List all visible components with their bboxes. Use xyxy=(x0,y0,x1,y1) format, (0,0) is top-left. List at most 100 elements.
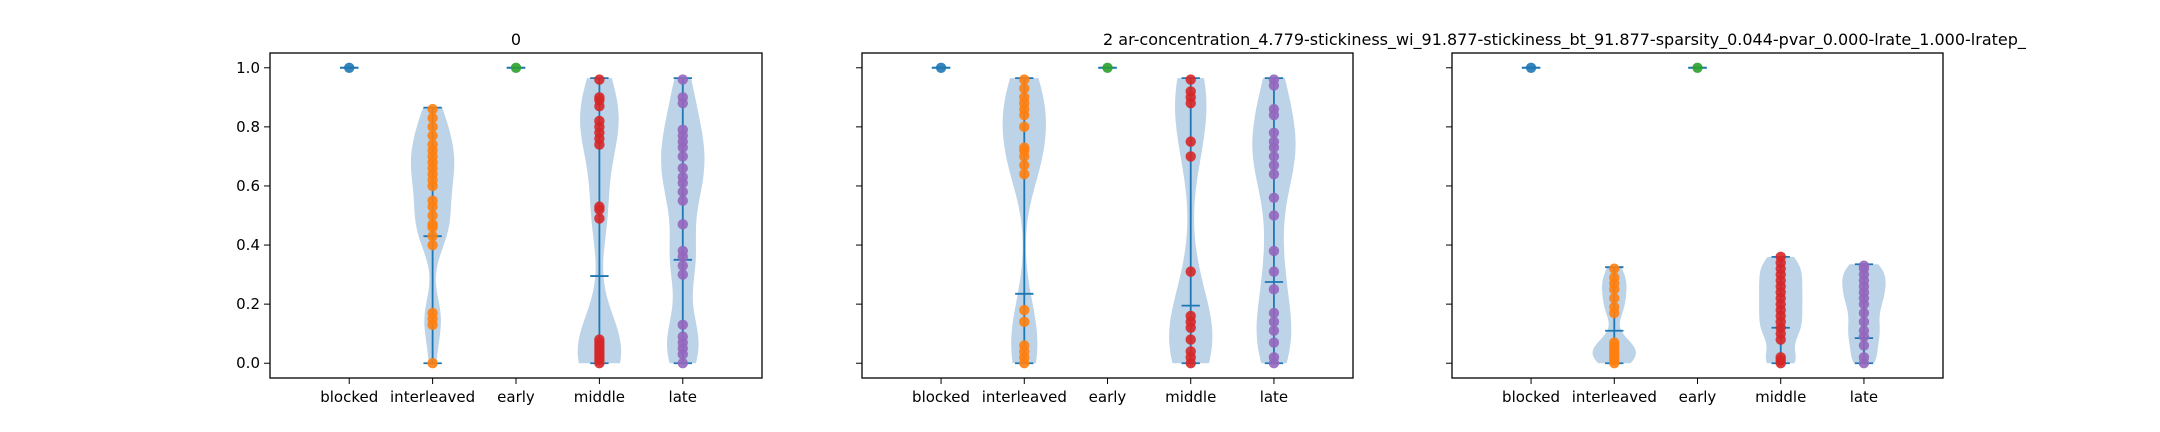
data-point xyxy=(1858,260,1870,271)
y-tick-label: 0.2 xyxy=(236,295,260,313)
x-tick-label: interleaved xyxy=(1572,388,1657,406)
data-point xyxy=(1609,272,1620,283)
data-point xyxy=(1268,103,1280,115)
data-point xyxy=(1268,352,1280,363)
data-point xyxy=(1185,266,1196,277)
data-point xyxy=(677,74,688,85)
y-tick-label: 0.4 xyxy=(236,236,260,254)
data-point xyxy=(677,124,688,136)
data-point xyxy=(1775,251,1786,263)
x-tick-label: middle xyxy=(574,388,625,406)
data-point xyxy=(1268,192,1280,203)
data-point xyxy=(677,186,688,198)
data-point xyxy=(427,130,438,141)
y-tick-label: 1.0 xyxy=(236,59,260,77)
data-point xyxy=(1268,127,1280,138)
data-point xyxy=(677,319,688,331)
data-point xyxy=(1268,316,1280,328)
axes-frame xyxy=(269,52,763,379)
data-point xyxy=(1185,86,1196,97)
data-point xyxy=(1858,316,1870,328)
x-tick-label: late xyxy=(1850,388,1878,406)
y-tick-label: 0.0 xyxy=(236,354,260,372)
data-point xyxy=(677,92,688,103)
data-point xyxy=(594,115,605,127)
data-point xyxy=(427,139,438,150)
data-point xyxy=(1185,334,1196,345)
x-tick-label: interleaved xyxy=(390,388,475,406)
data-point xyxy=(677,171,688,183)
data-point xyxy=(427,112,438,124)
data-point xyxy=(1102,62,1113,73)
data-point xyxy=(1019,316,1030,328)
data-point xyxy=(594,201,605,212)
data-point xyxy=(677,269,688,280)
figure-suptitle: 2 ar-concentration_4.779-stickiness_wi_9… xyxy=(1103,30,2027,50)
data-point xyxy=(427,230,438,242)
violin-panel-0: 0 0.0 0.2 0.4 0.6 0.8 1.0 blocked interleaved ear… xyxy=(236,30,763,406)
data-point xyxy=(1268,266,1280,277)
data-point xyxy=(1268,136,1280,147)
data-point xyxy=(1609,301,1620,313)
axes-frame xyxy=(861,52,1354,379)
panel-title: 0 xyxy=(511,30,521,49)
data-point xyxy=(594,92,605,103)
data-point xyxy=(1609,293,1620,304)
data-point xyxy=(677,260,688,271)
data-point xyxy=(1775,352,1786,363)
data-point xyxy=(594,213,605,224)
data-point xyxy=(1185,151,1196,162)
data-point xyxy=(1268,151,1280,162)
data-point xyxy=(1019,74,1030,85)
data-point xyxy=(1858,340,1870,351)
data-point xyxy=(427,103,438,115)
data-point xyxy=(1858,352,1870,363)
violin-panel-2: blocked interleaved early middle late xyxy=(1446,52,1944,406)
data-point xyxy=(677,331,688,342)
data-point xyxy=(1185,346,1196,357)
x-tick-label: blocked xyxy=(912,388,970,406)
data-point xyxy=(1019,304,1030,316)
x-tick-label: middle xyxy=(1165,388,1216,406)
x-tick-label: interleaved xyxy=(982,388,1067,406)
data-point xyxy=(594,74,605,85)
data-point xyxy=(1268,168,1280,180)
y-tick-label: 0.6 xyxy=(236,177,260,195)
x-tick-label: middle xyxy=(1755,388,1806,406)
data-point xyxy=(427,195,438,206)
data-point xyxy=(1185,136,1196,147)
x-tick-label: early xyxy=(1089,388,1127,406)
data-point xyxy=(1268,245,1280,257)
data-point xyxy=(1268,210,1280,221)
data-point xyxy=(1268,284,1280,295)
data-point xyxy=(1858,325,1870,336)
data-point xyxy=(1019,160,1030,171)
data-point xyxy=(677,163,688,174)
data-point xyxy=(510,62,522,73)
x-tick-label: late xyxy=(1260,388,1288,406)
data-point xyxy=(677,245,688,257)
data-point xyxy=(935,62,947,73)
violin-panel-1: blocked interleaved early middle late xyxy=(856,52,1354,406)
data-point xyxy=(1858,307,1870,319)
data-point xyxy=(1019,168,1030,180)
data-point xyxy=(1019,142,1030,153)
data-point xyxy=(427,307,438,319)
x-tick-label: late xyxy=(669,388,697,406)
data-point xyxy=(427,219,438,230)
data-point xyxy=(427,121,438,133)
x-tick-label: early xyxy=(497,388,535,406)
data-point xyxy=(1268,337,1280,348)
data-point xyxy=(1019,92,1030,103)
data-point xyxy=(1268,307,1280,319)
y-tick-label: 0.8 xyxy=(236,118,260,136)
data-point xyxy=(1185,310,1196,322)
data-point xyxy=(344,62,355,73)
x-tick-label: early xyxy=(1679,388,1717,406)
data-point xyxy=(677,195,688,206)
data-point xyxy=(1525,62,1537,73)
data-point xyxy=(594,334,605,345)
x-tick-label: blocked xyxy=(320,388,378,406)
data-point xyxy=(1609,337,1620,348)
